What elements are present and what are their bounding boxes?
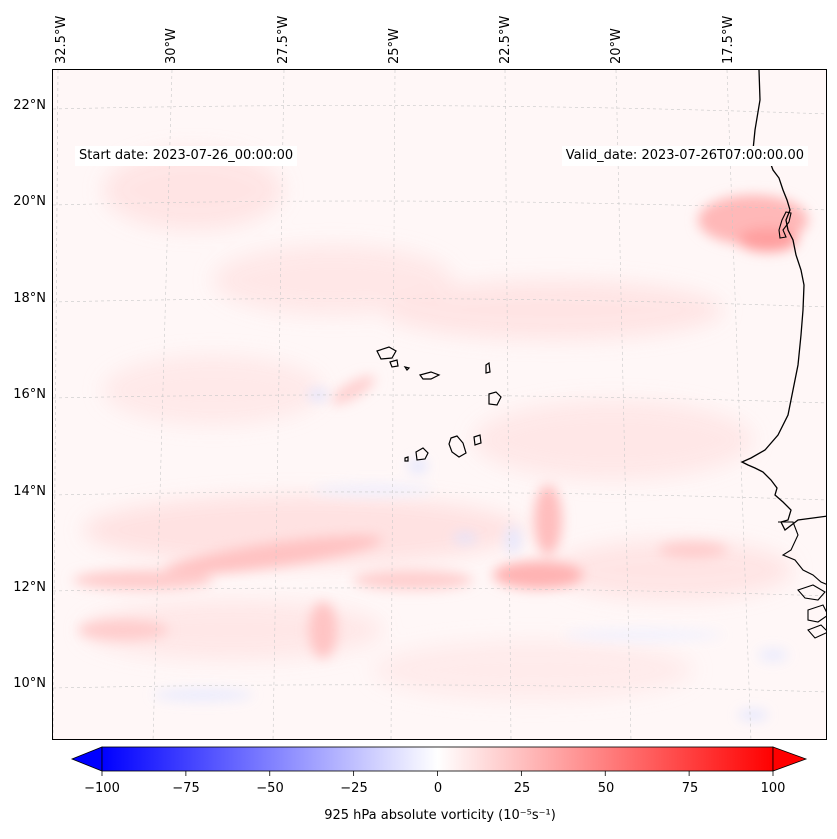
vorticity-patch <box>505 526 521 554</box>
gridline-lon <box>53 70 59 739</box>
colorbar <box>70 746 808 776</box>
gridline-lon <box>504 70 512 739</box>
colorbar-tick-label: 25 <box>513 781 531 796</box>
lat-label-22n: 22°N <box>13 98 46 113</box>
lat-label-16n: 16°N <box>13 387 46 402</box>
colorbar-extend-max <box>772 746 808 772</box>
lat-label-10n: 10°N <box>13 676 46 691</box>
lat-label-20n: 20°N <box>13 194 46 209</box>
vorticity-patch <box>313 484 433 496</box>
gridline-lat <box>53 200 826 211</box>
colorbar-tick-label: −100 <box>84 781 120 796</box>
colorbar-tick-label: −75 <box>172 781 200 796</box>
gridline-lon <box>272 70 285 739</box>
vorticity-patch <box>213 245 453 315</box>
map-panel: Start date: 2023-07-26_00:00:00 Valid_da… <box>52 69 827 740</box>
vorticity-patch <box>563 629 723 641</box>
colorbar-tick-label: 50 <box>597 781 615 796</box>
lon-label-17-5w: 17.5°W <box>721 15 736 64</box>
vorticity-patch <box>493 561 583 589</box>
vorticity-patch <box>738 710 768 720</box>
island-fogo <box>415 447 429 461</box>
colorbar-tick-label: −25 <box>340 781 368 796</box>
gridline-lat <box>53 587 826 597</box>
island-santo-antao <box>376 346 397 360</box>
vorticity-patch <box>309 602 337 658</box>
gridline-lat <box>53 491 826 501</box>
vorticity-patch <box>164 535 382 575</box>
vorticity-patch <box>758 649 788 661</box>
vorticity-patch <box>383 280 723 340</box>
island-santa-luzia <box>403 366 411 371</box>
vorticity-field <box>53 70 826 739</box>
island-santiago <box>448 435 467 458</box>
lat-label-12n: 12°N <box>13 580 46 595</box>
lat-label-14n: 14°N <box>13 484 46 499</box>
island-boa-vista <box>488 391 502 406</box>
vorticity-patch <box>658 542 728 558</box>
vorticity-patch <box>73 570 213 590</box>
coastline-africa <box>797 584 826 639</box>
start-date-label: Start date: 2023-07-26_00:00:00 <box>75 146 298 166</box>
vorticity-patch <box>453 533 477 543</box>
island-sao-nicolau <box>418 371 441 380</box>
gridline-lon <box>390 70 396 739</box>
vorticity-patch <box>534 485 562 555</box>
vorticity-patch <box>103 355 323 425</box>
island-sal <box>485 361 491 374</box>
valid-date-label: Valid_date: 2023-07-26T07:00:00.00 <box>561 146 808 166</box>
vorticity-patch <box>83 495 523 565</box>
lon-label-27-5w: 27.5°W <box>276 15 291 64</box>
island-brava <box>404 456 409 462</box>
gridline-lon <box>615 70 632 739</box>
colorbar-extend-min <box>70 746 103 772</box>
colorbar-title: 925 hPa absolute vorticity (10⁻⁵s⁻¹) <box>324 808 556 823</box>
colorbar-gradient <box>101 746 774 772</box>
lon-label-25w: 25°W <box>387 28 402 64</box>
gridline-lat <box>53 684 826 693</box>
lat-label-18n: 18°N <box>13 291 46 306</box>
vorticity-patch <box>330 375 376 405</box>
island-sao-vicente <box>389 359 399 368</box>
lon-label-32-5w: 32.5°W <box>54 15 69 64</box>
gridline-lon <box>726 70 752 739</box>
coastline-africa <box>778 211 792 239</box>
vorticity-patch <box>78 620 168 640</box>
colorbar-tick-label: 0 <box>433 781 443 796</box>
gridline-lon <box>152 70 173 739</box>
gridline-lat <box>53 105 826 115</box>
lon-label-30w: 30°W <box>164 28 179 64</box>
gridline-lat <box>53 298 826 308</box>
lon-label-20w: 20°W <box>609 28 624 64</box>
vorticity-patch <box>738 228 798 252</box>
vorticity-patch <box>83 600 383 660</box>
colorbar-tick-label: 75 <box>681 781 699 796</box>
coastline-africa <box>740 70 826 531</box>
vorticity-patch <box>553 540 793 600</box>
vorticity-patch <box>103 150 283 230</box>
vorticity-patch <box>373 640 693 700</box>
vorticity-patch <box>473 400 753 480</box>
vorticity-patch <box>353 570 473 590</box>
island-maio <box>473 434 482 446</box>
colorbar-tick-label: −50 <box>256 781 284 796</box>
colorbar-tick-label: 100 <box>760 781 786 796</box>
vorticity-patch <box>408 459 428 473</box>
vorticity-patch <box>153 689 253 701</box>
coastline-africa <box>778 521 826 585</box>
gridline-lat <box>53 394 826 404</box>
lon-label-22-5w: 22.5°W <box>498 15 513 64</box>
